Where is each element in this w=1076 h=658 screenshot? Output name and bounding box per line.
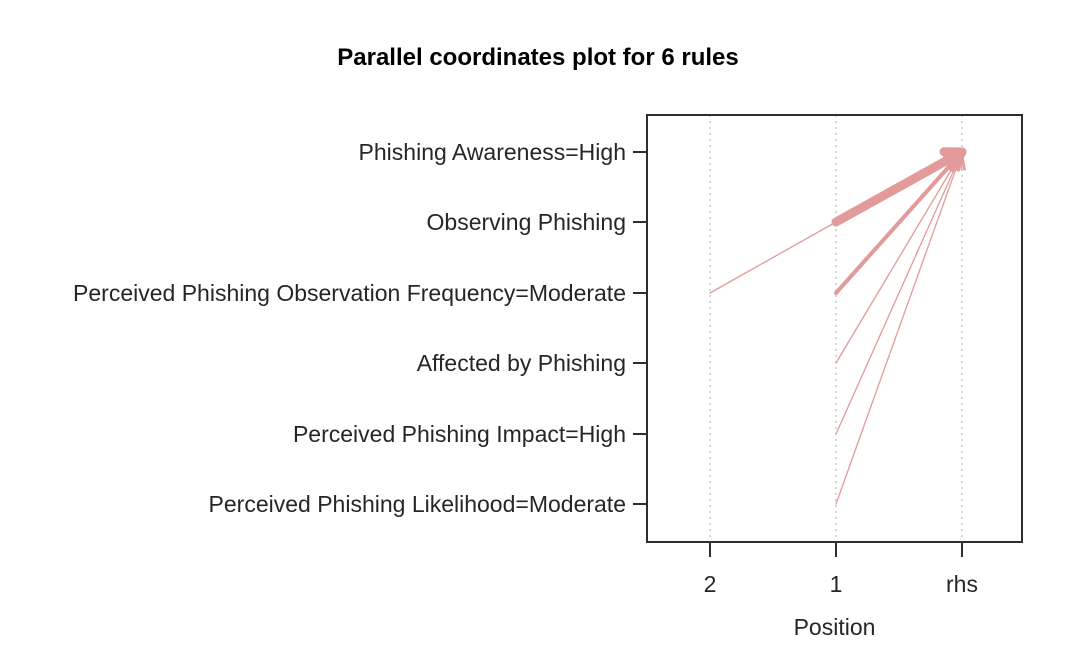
x-tick-label-2: 2	[704, 571, 717, 597]
y-item-label-5: Perceived Phishing Likelihood=Moderate	[209, 491, 626, 517]
plot-border	[646, 114, 1023, 543]
rule-line-6	[831, 147, 967, 227]
y-item-label-3: Affected by Phishing	[417, 350, 626, 376]
x-axis-title: Position	[793, 614, 876, 640]
y-item-label-4: Perceived Phishing Impact=High	[293, 421, 626, 447]
rule-line-5	[834, 150, 964, 295]
x-tick-label-1: 1	[830, 571, 843, 597]
rule-arrowhead-6	[948, 147, 967, 172]
rule-line-3	[835, 151, 963, 435]
rule-line-4	[835, 151, 963, 505]
rule-line-2	[835, 151, 963, 364]
y-item-label-2: Perceived Phishing Observation Frequency…	[73, 280, 626, 306]
x-tick-label-rhs: rhs	[946, 571, 978, 597]
chart-title: Parallel coordinates plot for 6 rules	[337, 44, 739, 71]
y-item-label-0: Phishing Awareness=High	[359, 139, 626, 165]
y-item-label-1: Observing Phishing	[427, 209, 626, 235]
